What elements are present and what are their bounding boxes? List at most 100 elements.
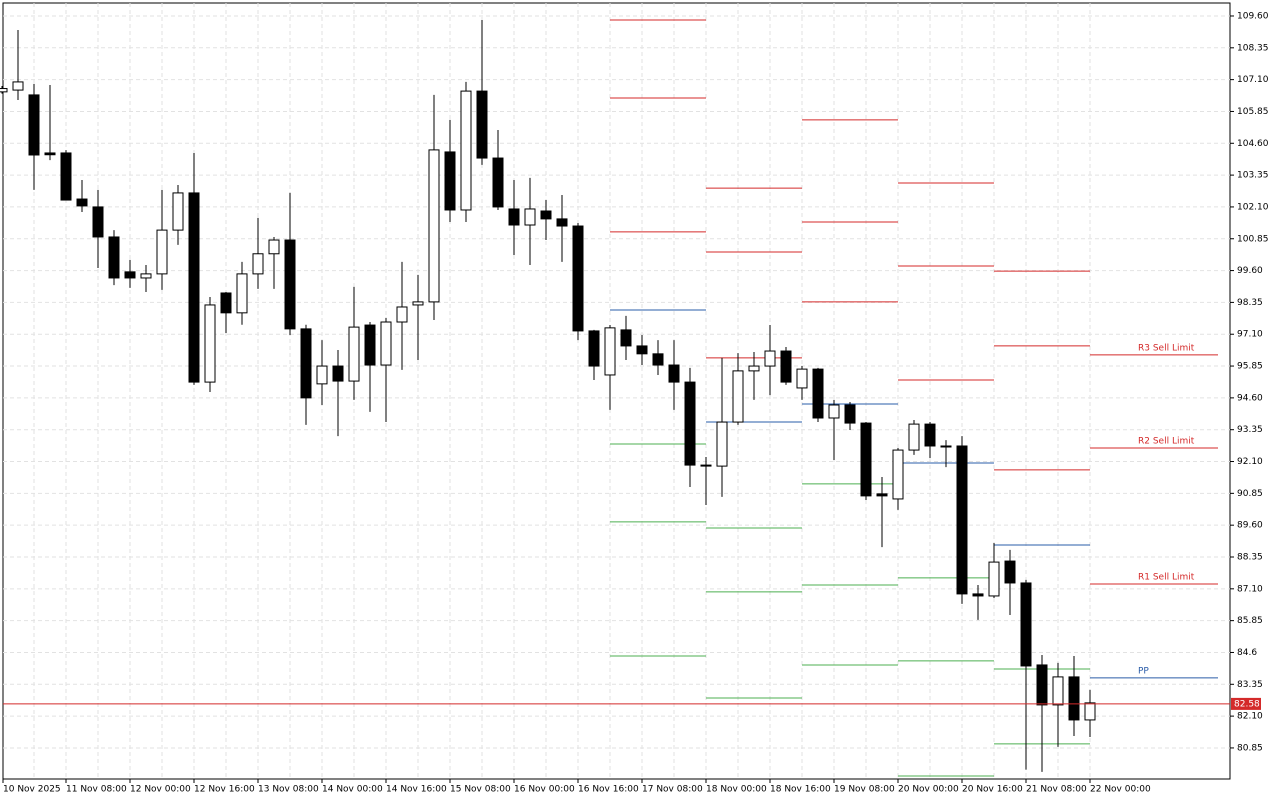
candle-body <box>76 198 88 207</box>
x-tick-label: 10 Nov 2025 <box>3 785 61 795</box>
candle-body <box>780 350 792 383</box>
candle-body <box>444 151 456 211</box>
x-tick-label: 19 Nov 08:00 <box>834 785 895 795</box>
candle-body <box>876 493 888 497</box>
x-tick-label: 22 Nov 00:00 <box>1090 785 1151 795</box>
x-tick-label: 18 Nov 00:00 <box>706 785 767 795</box>
last-price-box <box>1231 697 1261 710</box>
candle-body <box>572 225 584 332</box>
y-tick-label: 87.10 <box>1237 584 1263 594</box>
x-tick-label: 18 Nov 16:00 <box>770 785 831 795</box>
y-tick-label: 104.60 <box>1237 139 1269 149</box>
candle-body <box>652 353 664 366</box>
y-tick-label: 95.85 <box>1237 362 1263 372</box>
candle-body <box>348 326 360 382</box>
y-tick-label: 107.10 <box>1237 75 1269 85</box>
candle-body <box>108 236 120 279</box>
candle-body <box>796 368 808 389</box>
candle-body <box>732 370 744 423</box>
candle-body <box>492 157 504 208</box>
candle-body <box>12 81 24 91</box>
candle-body <box>380 321 392 366</box>
candle-body <box>604 327 616 376</box>
candle-body <box>524 208 536 226</box>
candle-body <box>556 218 568 227</box>
candle-body <box>636 345 648 355</box>
candle-body <box>956 445 968 595</box>
candle-body <box>140 273 152 279</box>
level-label: R1 Sell Limit <box>1138 572 1195 582</box>
y-tick-label: 103.35 <box>1237 171 1269 181</box>
candle-body <box>892 449 904 500</box>
y-tick-label: 97.10 <box>1237 330 1263 340</box>
candle-body <box>588 330 600 367</box>
y-tick-label: 84.6 <box>1237 648 1257 658</box>
candle-body <box>460 90 472 211</box>
candle-body <box>1036 664 1048 706</box>
y-tick-label: 88.35 <box>1237 552 1263 562</box>
last-price-label: 82.58 <box>1234 699 1260 709</box>
level-label: PP <box>1138 666 1149 676</box>
x-tick-label: 11 Nov 08:00 <box>66 785 127 795</box>
candle-body <box>1020 582 1032 667</box>
x-tick-label: 16 Nov 00:00 <box>514 785 575 795</box>
candle-body <box>172 192 184 231</box>
candle-body <box>92 206 104 238</box>
x-tick-label: 15 Nov 08:00 <box>450 785 511 795</box>
candle-body <box>316 365 328 385</box>
candle-body <box>1004 560 1016 584</box>
candle-body <box>844 404 856 424</box>
candle-body <box>940 445 952 448</box>
candle-body <box>220 292 232 314</box>
candle-body <box>300 328 312 399</box>
candle-body <box>44 152 56 156</box>
y-tick-label: 92.10 <box>1237 457 1263 467</box>
candle-body <box>60 152 72 201</box>
y-tick-label: 94.60 <box>1237 393 1263 403</box>
candle-body <box>124 271 136 279</box>
x-tick-label: 13 Nov 08:00 <box>258 785 319 795</box>
candle-body <box>0 88 8 93</box>
candle-body <box>412 301 424 306</box>
candle-body <box>924 423 936 447</box>
candle-body <box>156 229 168 275</box>
x-tick-label: 12 Nov 00:00 <box>130 785 191 795</box>
candle-body <box>1052 676 1064 706</box>
candle-body <box>284 239 296 330</box>
y-tick-label: 83.35 <box>1237 680 1263 690</box>
candle-body <box>988 561 1000 597</box>
candle-body <box>188 192 200 383</box>
candle-body <box>684 381 696 466</box>
x-tick-label: 14 Nov 00:00 <box>322 785 383 795</box>
y-tick-label: 102.10 <box>1237 202 1269 212</box>
y-tick-label: 82.10 <box>1237 712 1263 722</box>
y-tick-label: 85.85 <box>1237 616 1263 626</box>
candle-body <box>1084 702 1096 721</box>
candle-body <box>1068 676 1080 721</box>
candle-body <box>668 364 680 383</box>
y-tick-label: 93.35 <box>1237 425 1263 435</box>
candle-body <box>204 304 216 383</box>
candle-body <box>540 210 552 220</box>
candle-body <box>236 273 248 314</box>
candle-body <box>508 208 520 226</box>
candle-body <box>268 239 280 255</box>
y-tick-label: 80.85 <box>1237 743 1263 753</box>
candle-body <box>428 149 440 303</box>
y-tick-label: 89.60 <box>1237 521 1263 531</box>
x-tick-label: 20 Nov 16:00 <box>962 785 1023 795</box>
candle-body <box>972 593 984 597</box>
candle-body <box>364 324 376 366</box>
y-tick-label: 90.85 <box>1237 489 1263 499</box>
candle-body <box>764 350 776 367</box>
y-tick-label: 99.60 <box>1237 266 1263 276</box>
candle-body <box>252 253 264 275</box>
candle-body <box>332 365 344 382</box>
candle-body <box>812 368 824 419</box>
x-tick-label: 12 Nov 16:00 <box>194 785 255 795</box>
y-tick-label: 98.35 <box>1237 298 1263 308</box>
candle-body <box>828 404 840 419</box>
candle-body <box>716 421 728 467</box>
